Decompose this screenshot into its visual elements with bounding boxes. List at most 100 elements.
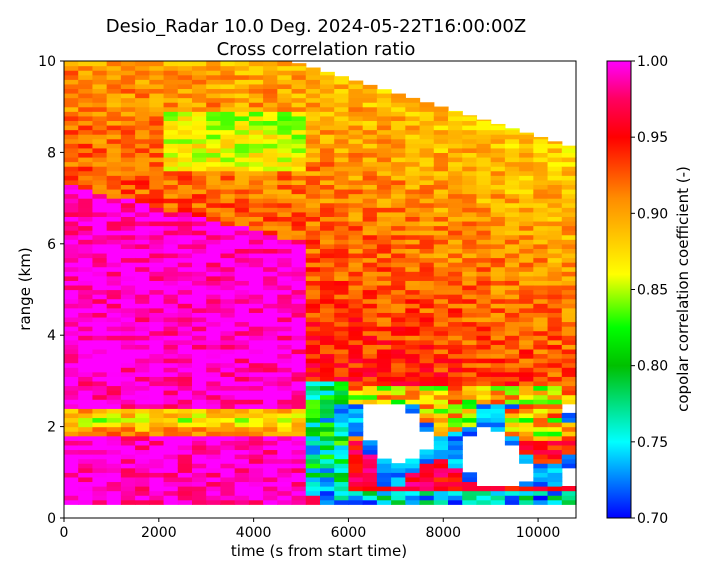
heatmap-cell xyxy=(206,202,222,208)
heatmap-cell xyxy=(476,495,492,501)
heatmap-cell xyxy=(78,335,94,341)
heatmap-cell xyxy=(419,111,435,117)
heatmap-cell xyxy=(248,316,264,323)
heatmap-cell xyxy=(149,207,165,213)
heatmap-cell xyxy=(248,188,264,195)
heatmap-cell xyxy=(277,467,293,473)
heatmap-cell xyxy=(192,220,207,227)
heatmap-cell xyxy=(277,463,293,469)
x-tick-label: 10000 xyxy=(516,525,561,541)
heatmap-cell xyxy=(291,63,307,67)
heatmap-cell xyxy=(533,280,549,286)
heatmap-cell xyxy=(120,298,136,304)
heatmap-cell xyxy=(291,188,307,195)
heatmap-cell xyxy=(533,239,549,245)
heatmap-cell xyxy=(206,106,222,112)
heatmap-cell xyxy=(320,307,335,313)
heatmap-cell xyxy=(348,138,364,144)
heatmap-cell xyxy=(78,472,94,478)
heatmap-cell xyxy=(504,284,520,291)
heatmap-cell xyxy=(334,129,350,135)
heatmap-cell xyxy=(106,193,122,199)
heatmap-cell xyxy=(291,143,307,149)
heatmap-cell xyxy=(206,412,222,419)
heatmap-cell xyxy=(362,371,378,377)
heatmap-cell xyxy=(192,65,207,71)
heatmap-cell xyxy=(135,170,150,176)
heatmap-cell xyxy=(92,481,108,487)
heatmap-cell xyxy=(419,335,435,341)
heatmap-cell xyxy=(419,312,435,318)
heatmap-cell xyxy=(547,399,563,405)
heatmap-cell xyxy=(405,330,421,336)
heatmap-cell xyxy=(376,472,392,478)
heatmap-cell xyxy=(177,303,193,309)
heatmap-cell xyxy=(92,412,108,419)
heatmap-cell xyxy=(120,294,136,300)
heatmap-cell xyxy=(362,97,378,103)
heatmap-cell xyxy=(277,376,293,382)
heatmap-cell xyxy=(106,106,122,112)
heatmap-cell xyxy=(92,426,108,432)
heatmap-cell xyxy=(305,330,321,336)
heatmap-cell xyxy=(163,280,179,286)
heatmap-cell xyxy=(519,353,534,359)
heatmap-cell xyxy=(291,316,307,323)
heatmap-cell xyxy=(120,458,136,464)
heatmap-cell xyxy=(305,481,321,487)
heatmap-cell xyxy=(462,120,478,126)
heatmap-cell xyxy=(192,412,207,419)
heatmap-cell xyxy=(248,216,264,222)
heatmap-cell xyxy=(106,175,122,181)
heatmap-cell xyxy=(291,390,307,396)
heatmap-cell xyxy=(120,79,136,85)
heatmap-cell xyxy=(220,454,236,460)
heatmap-cell xyxy=(448,385,463,391)
heatmap-cell xyxy=(106,198,122,204)
heatmap-cell xyxy=(433,385,449,391)
heatmap-cell xyxy=(291,399,307,405)
heatmap-cell xyxy=(220,74,236,80)
heatmap-cell xyxy=(362,454,378,460)
heatmap-cell xyxy=(234,440,250,446)
heatmap-cell xyxy=(391,243,406,249)
heatmap-cell xyxy=(206,481,222,487)
heatmap-cell xyxy=(462,179,478,185)
heatmap-cell xyxy=(419,275,435,281)
heatmap-cell xyxy=(462,234,478,240)
heatmap-cell xyxy=(433,367,449,373)
heatmap-cell xyxy=(234,371,250,377)
heatmap-cell xyxy=(320,371,335,377)
heatmap-cell xyxy=(462,280,478,286)
heatmap-cell xyxy=(78,417,94,423)
heatmap-cell xyxy=(320,198,335,204)
heatmap-cell xyxy=(192,390,207,396)
heatmap-cell xyxy=(504,179,520,185)
heatmap-cell xyxy=(348,326,364,332)
heatmap-cell xyxy=(320,294,335,300)
heatmap-cell xyxy=(78,499,94,505)
heatmap-cell xyxy=(248,202,264,208)
heatmap-cell xyxy=(334,499,350,505)
heatmap-cell xyxy=(348,216,364,222)
heatmap-cell xyxy=(163,472,179,478)
heatmap-cell xyxy=(462,312,478,318)
heatmap-cell xyxy=(547,239,563,245)
heatmap-cell xyxy=(320,124,335,131)
heatmap-cell xyxy=(561,444,577,451)
heatmap-cell xyxy=(163,358,179,364)
heatmap-cell xyxy=(362,440,378,446)
heatmap-cell xyxy=(220,385,236,391)
heatmap-cell xyxy=(106,284,122,291)
heatmap-cell xyxy=(490,417,506,423)
heatmap-cell xyxy=(348,440,364,446)
heatmap-cell xyxy=(220,243,236,249)
heatmap-cell xyxy=(163,188,179,195)
heatmap-cell xyxy=(234,380,250,387)
heatmap-cell xyxy=(519,298,534,304)
heatmap-cell xyxy=(177,330,193,336)
heatmap-cell xyxy=(320,385,335,391)
heatmap-cell xyxy=(476,193,492,199)
heatmap-cell xyxy=(362,102,378,108)
heatmap-cell xyxy=(348,97,364,103)
